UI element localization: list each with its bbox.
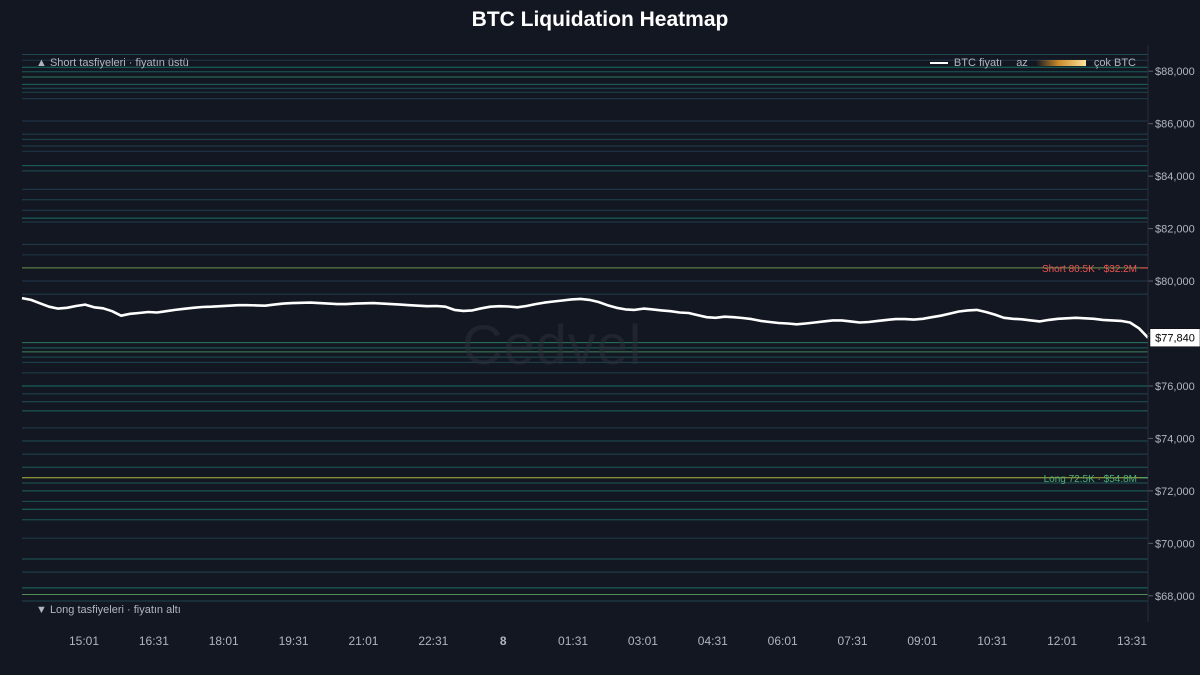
y-tick-label: $86,000 xyxy=(1155,119,1195,131)
x-tick-label: 8 xyxy=(500,634,507,648)
legend-high-label: çok BTC xyxy=(1093,57,1136,69)
x-tick-label: 10:31 xyxy=(977,634,1007,648)
y-tick-label: $76,000 xyxy=(1155,381,1195,393)
y-tick-label: $74,000 xyxy=(1155,433,1195,445)
y-tick-label: $82,000 xyxy=(1155,224,1195,236)
legend-price-label: BTC fiyatı xyxy=(953,57,1003,69)
x-tick-label: 06:01 xyxy=(768,634,798,648)
y-tick-label: $80,000 xyxy=(1155,276,1195,288)
y-tick-label: $84,000 xyxy=(1155,171,1195,183)
x-tick-label: 16:31 xyxy=(139,634,169,648)
liquidation-levels-layer xyxy=(22,53,1148,602)
y-tick-label: $88,000 xyxy=(1155,66,1195,78)
long-liquidations-label: ▼ Long tasfiyeleri · fiyatın altı xyxy=(36,604,181,616)
chart-title: BTC Liquidation Heatmap xyxy=(471,8,729,31)
x-tick-label: 13:31 xyxy=(1117,634,1147,648)
long-marker-label: Long 72.5K · $54.8M xyxy=(1044,474,1137,485)
x-tick-label: 19:31 xyxy=(279,634,309,648)
x-tick-label: 07:31 xyxy=(838,634,868,648)
y-tick-label: $72,000 xyxy=(1155,486,1195,498)
x-tick-label: 22:31 xyxy=(418,634,448,648)
legend-low-label: az xyxy=(1016,57,1028,69)
btc-price-line xyxy=(21,296,1149,339)
x-tick-label: 18:01 xyxy=(209,634,239,648)
x-tick-label: 04:31 xyxy=(698,634,728,648)
x-tick-label: 03:01 xyxy=(628,634,658,648)
short-marker-label: Short 80.5K · $32.2M xyxy=(1042,264,1137,275)
marker-layer: Short 80.5K · $32.2M Long 72.5K · $54.8M $… xyxy=(1042,264,1200,485)
price-line-swatch xyxy=(929,62,948,64)
watermark: Cedvel xyxy=(462,313,643,376)
short-liquidations-label: ▲ Short tasfiyeleri · fiyatın üstü xyxy=(36,57,189,69)
price-line-layer xyxy=(21,296,1149,339)
x-tick-label: 12:01 xyxy=(1047,634,1077,648)
current-price-box xyxy=(1149,328,1200,347)
x-tick-label: 15:01 xyxy=(69,634,99,648)
current-price-label: $77,840 xyxy=(1155,333,1195,345)
x-tick-label: 01:31 xyxy=(558,634,588,648)
legend: BTC fiyatı az çok BTC xyxy=(929,57,1136,69)
y-tick-label: $70,000 xyxy=(1155,538,1195,550)
y-tick-label: $68,000 xyxy=(1155,591,1195,603)
intensity-gradient-swatch xyxy=(1035,60,1086,66)
x-tick-label: 21:01 xyxy=(348,634,378,648)
x-tick-label: 09:01 xyxy=(907,634,937,648)
